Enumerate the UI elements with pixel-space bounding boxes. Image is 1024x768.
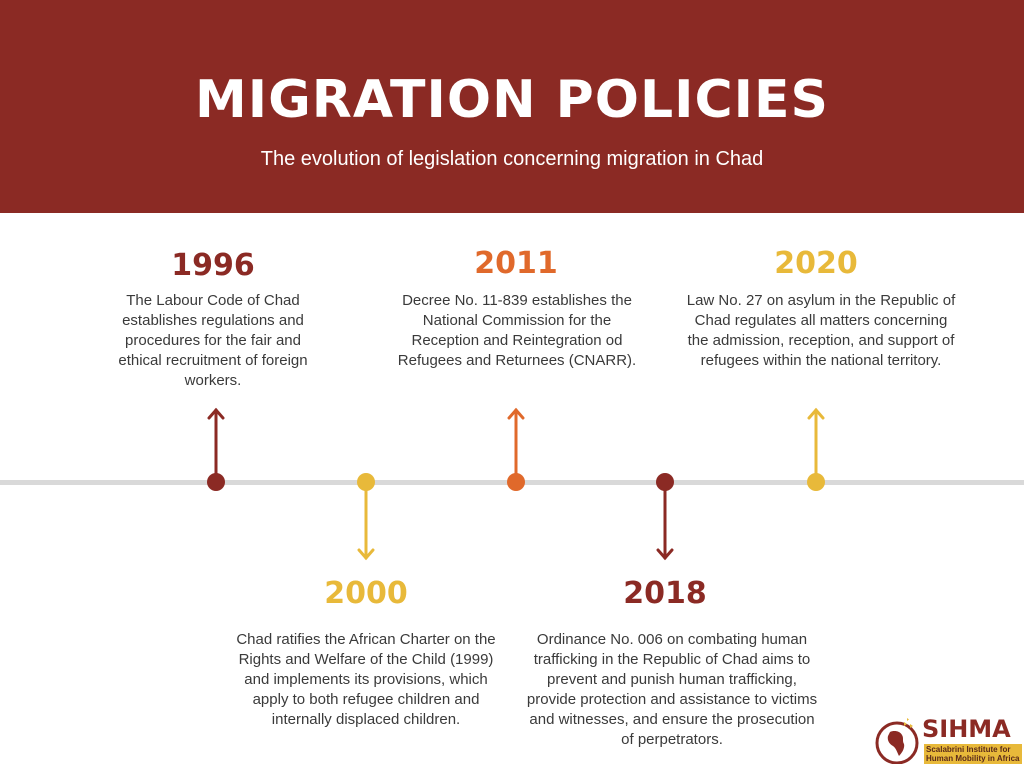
event-1996-description: The Labour Code of Chad establishes regu… <box>118 292 308 389</box>
sihma-logo: SIHMA Scalabrini Institute for Human Mob… <box>874 716 1022 766</box>
event-2020-marker <box>807 407 825 491</box>
event-2018-marker <box>656 473 674 561</box>
event-2018-description: Ordinance No. 006 on combating human tra… <box>526 631 818 748</box>
event-2018-arrow-head <box>656 548 674 561</box>
event-2020-description: Law No. 27 on asylum in the Republic of … <box>686 292 956 369</box>
globe-icon <box>875 718 919 764</box>
event-2000-dot <box>357 473 375 491</box>
page-subtitle: The evolution of legislation concerning … <box>260 148 764 170</box>
logo-name: SIHMA <box>922 715 1011 743</box>
event-2011-dot <box>507 473 525 491</box>
event-2018-year: 2018 <box>623 576 707 611</box>
event-2011-year: 2011 <box>474 246 558 281</box>
event-1996-dot <box>207 473 225 491</box>
event-2020-dot <box>807 473 825 491</box>
logo-subtitle: Scalabrini Institute for Human Mobility … <box>924 744 1022 764</box>
event-2020-year: 2020 <box>774 246 858 281</box>
event-1996-marker <box>207 407 225 491</box>
header-banner: MIGRATION POLICIES The evolution of legi… <box>0 0 1024 213</box>
page-title: MIGRATION POLICIES <box>195 70 829 130</box>
event-2018-dot <box>656 473 674 491</box>
event-2011-description: Decree No. 11-839 establishes the Nation… <box>397 292 637 369</box>
event-2000-marker <box>357 473 375 561</box>
event-2011-arrow-head <box>507 407 525 420</box>
event-1996-year: 1996 <box>171 248 255 283</box>
event-2020-arrow-head <box>807 407 825 420</box>
event-2011-marker <box>507 407 525 491</box>
event-2000-arrow-head <box>357 548 375 561</box>
event-2000-description: Chad ratifies the African Charter on the… <box>236 631 496 728</box>
event-1996-arrow-head <box>207 407 225 420</box>
event-2000-year: 2000 <box>324 576 408 611</box>
